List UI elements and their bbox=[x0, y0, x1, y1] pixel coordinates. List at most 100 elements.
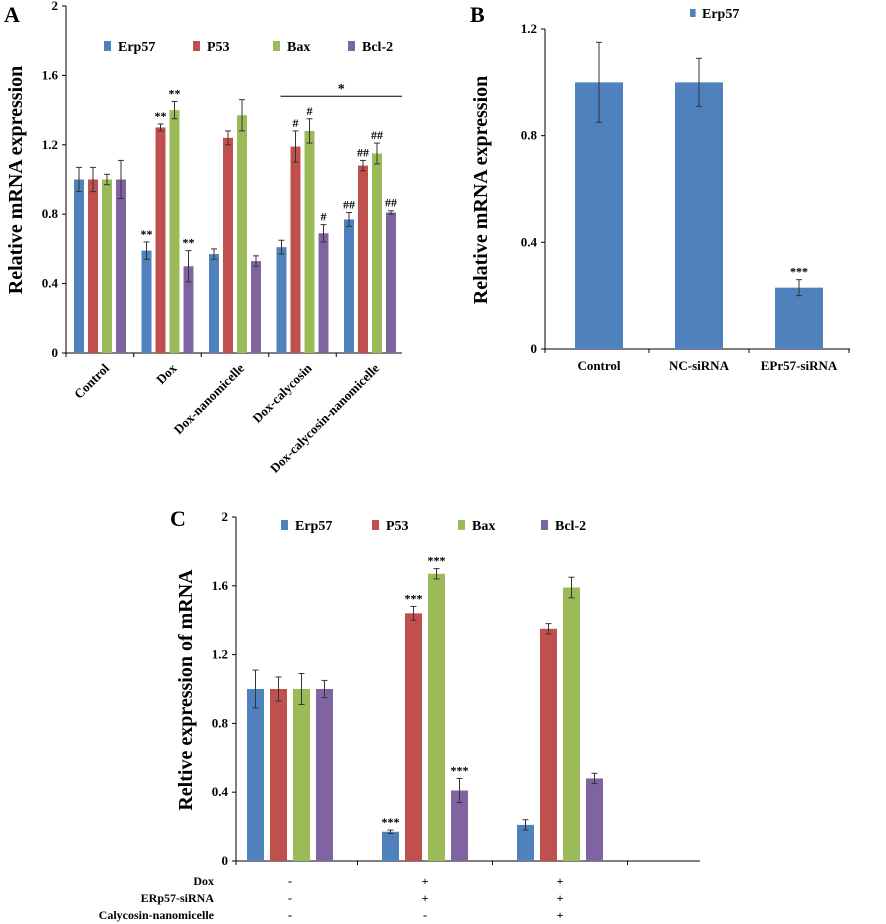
panel-a-annotation-p53-1: ** bbox=[155, 109, 167, 123]
panel-c-condition-label-dox: Dox bbox=[193, 874, 214, 888]
panel-b-y-tick-label: 0 bbox=[531, 341, 538, 356]
panel-a-bar-bcl-2-4 bbox=[386, 212, 396, 353]
panel-c-legend-swatch-bcl-2 bbox=[541, 520, 548, 530]
panel-a-annotation-erp57-1: ** bbox=[141, 227, 153, 241]
panel-a-y-tick-label: 0.8 bbox=[42, 206, 59, 221]
panel-c-chart: 0 0.4 0.8 1.2 1.6 2 Reltive expression of mRNA… bbox=[99, 509, 700, 922]
panel-c-condition-value-erp57-sirna-1: + bbox=[422, 891, 429, 905]
panel-a-x-tick-label-control: Control bbox=[71, 360, 112, 401]
panel-a-annotation-erp57-4: ## bbox=[343, 197, 355, 211]
panel-c-condition-label-calycosin-nanomicelle: Calycosin-nanomicelle bbox=[99, 908, 215, 922]
panel-a-annotation-p53-4: ## bbox=[357, 145, 369, 159]
panel-c-bar-erp57-1 bbox=[382, 831, 399, 861]
panel-b-x-tick-label-nc-sirna: NC-siRNA bbox=[669, 358, 730, 373]
panel-a-bar-bax-4 bbox=[372, 153, 382, 353]
panel-a-x-tick-label-dox: Dox bbox=[153, 360, 180, 387]
panel-c-annotation-p53-1: *** bbox=[405, 591, 423, 605]
panel-a-annotation-bax-3: # bbox=[307, 104, 313, 118]
panel-c-legend-label-erp57: Erp57 bbox=[295, 519, 332, 534]
panel-a-annotation-bax-1: ** bbox=[169, 86, 181, 100]
panel-a-bracket-label: * bbox=[338, 82, 345, 97]
panel-a-bar-p53-2 bbox=[223, 137, 233, 353]
panel-c-bar-bcl-2-2 bbox=[586, 778, 603, 861]
panel-a-bar-bcl-2-2 bbox=[251, 261, 261, 353]
panel-a-bar-erp57-4 bbox=[344, 219, 354, 353]
panel-b-legend-swatch-erp57 bbox=[690, 9, 696, 17]
panel-a-y-tick-label: 2 bbox=[52, 0, 59, 13]
panel-b-y-tick-label: 1.2 bbox=[521, 21, 537, 36]
panel-a-legend-label-p53: P53 bbox=[207, 40, 230, 55]
panel-b-legend-label-erp57: Erp57 bbox=[702, 7, 739, 22]
panel-c-bar-erp57-0 bbox=[247, 689, 264, 861]
panel-c-condition-value-calycosin-nanomicelle-2: + bbox=[557, 908, 564, 922]
panel-c-legend-label-bax: Bax bbox=[472, 519, 495, 534]
panel-c-annotation-erp57-1: *** bbox=[382, 815, 400, 829]
panel-c-condition-label-erp57-sirna: ERp57-siRNA bbox=[141, 891, 215, 905]
panel-a-legend-swatch-erp57 bbox=[104, 41, 111, 51]
panel-b-y-axis-label: Relative mRNA expression bbox=[470, 76, 492, 305]
panel-c-annotation-bcl-2-1: *** bbox=[451, 763, 469, 777]
panel-a-bar-bcl-2-3 bbox=[318, 233, 329, 353]
panel-c-y-tick-label: 0.4 bbox=[212, 784, 229, 799]
panel-c-legend-swatch-erp57 bbox=[281, 520, 288, 530]
panel-c-y-tick-label: 0.8 bbox=[212, 715, 229, 730]
panel-label-a: A bbox=[4, 2, 20, 27]
panel-a-x-tick-label-dox-calycosin: Dox-calycosin bbox=[249, 360, 315, 426]
panel-a-legend-label-bcl-2: Bcl-2 bbox=[362, 40, 393, 55]
panel-b-bar-erp57-0 bbox=[575, 82, 623, 349]
panel-c-bar-p53-2 bbox=[540, 628, 557, 861]
panel-a-bar-bax-2 bbox=[237, 115, 247, 354]
panel-b-y-tick-label: 0.4 bbox=[521, 234, 538, 249]
panel-b-bar-erp57-2 bbox=[775, 287, 823, 349]
panel-a-bar-p53-3 bbox=[290, 146, 301, 353]
panel-c-legend-swatch-bax bbox=[458, 520, 465, 530]
panel-a-annotation-bcl-2-1: ** bbox=[183, 236, 195, 250]
panel-a-y-tick-label: 0.4 bbox=[42, 276, 59, 291]
panel-b-x-tick-label-control: Control bbox=[577, 358, 620, 373]
panel-a-y-tick-label: 0 bbox=[52, 345, 59, 360]
panel-c-bar-bax-0 bbox=[293, 689, 310, 861]
panel-a-x-tick-label-dox-calycosin-nanomicelle: Dox-calycosin-nanomicelle bbox=[267, 360, 382, 475]
panel-a-y-tick-label: 1.6 bbox=[42, 67, 59, 82]
panel-a-bar-erp57-0 bbox=[74, 179, 84, 353]
panel-c-y-tick-label: 1.2 bbox=[212, 647, 228, 662]
panel-c-legend-label-bcl-2: Bcl-2 bbox=[555, 519, 586, 534]
panel-c-condition-value-erp57-sirna-0: - bbox=[288, 891, 292, 905]
panel-c-condition-value-calycosin-nanomicelle-1: - bbox=[423, 908, 427, 922]
panel-a-legend-label-erp57: Erp57 bbox=[118, 40, 155, 55]
panel-a-bar-bax-3 bbox=[304, 130, 315, 353]
panel-a-x-tick-label-dox-nanomicelle: Dox-nanomicelle bbox=[171, 360, 248, 437]
panel-a-bar-p53-1 bbox=[155, 127, 166, 353]
panel-c-bar-p53-0 bbox=[270, 689, 287, 861]
panel-b-y-tick-label: 0.8 bbox=[521, 128, 538, 143]
panel-a-y-tick-label: 1.2 bbox=[42, 137, 58, 152]
panel-a-annotation-bcl-2-4: ## bbox=[385, 196, 397, 210]
panel-label-c: C bbox=[170, 506, 186, 531]
panel-a-bar-p53-0 bbox=[88, 179, 98, 353]
panel-a-annotation-bax-4: ## bbox=[371, 128, 383, 142]
panel-a-bar-erp57-3 bbox=[276, 247, 287, 353]
panel-c-condition-value-dox-2: + bbox=[557, 874, 564, 888]
panel-c-bar-bcl-2-0 bbox=[316, 689, 333, 861]
panel-a-legend-swatch-bcl-2 bbox=[348, 41, 355, 51]
panel-c-y-tick-label: 1.6 bbox=[212, 578, 229, 593]
panel-a-bar-bcl-2-1 bbox=[183, 266, 194, 353]
panel-c-bar-bax-2 bbox=[563, 587, 580, 861]
panel-b-annotation-erp57-2: *** bbox=[790, 265, 808, 279]
panel-a-bar-p53-4 bbox=[358, 165, 368, 353]
panel-c-bar-bcl-2-1 bbox=[451, 790, 468, 861]
panel-a-y-axis-label: Relative mRNA expression bbox=[5, 66, 27, 295]
panel-a-legend-label-bax: Bax bbox=[287, 40, 310, 55]
panel-c-legend-label-p53: P53 bbox=[386, 519, 409, 534]
panel-c-legend-swatch-p53 bbox=[372, 520, 379, 530]
panel-c-condition-value-calycosin-nanomicelle-0: - bbox=[288, 908, 292, 922]
panel-label-b: B bbox=[470, 2, 485, 27]
panel-a-bar-bax-0 bbox=[102, 179, 112, 353]
panel-a-bar-erp57-2 bbox=[209, 254, 219, 353]
panel-b-chart: 0 0.4 0.8 1.2 Relative mRNA expression Erp57 *… bbox=[470, 7, 850, 373]
panel-a-legend-swatch-bax bbox=[273, 41, 280, 51]
panel-c-y-tick-label: 0 bbox=[222, 853, 229, 868]
panel-c-condition-value-dox-0: - bbox=[288, 874, 292, 888]
panel-c-bar-erp57-2 bbox=[517, 824, 534, 861]
